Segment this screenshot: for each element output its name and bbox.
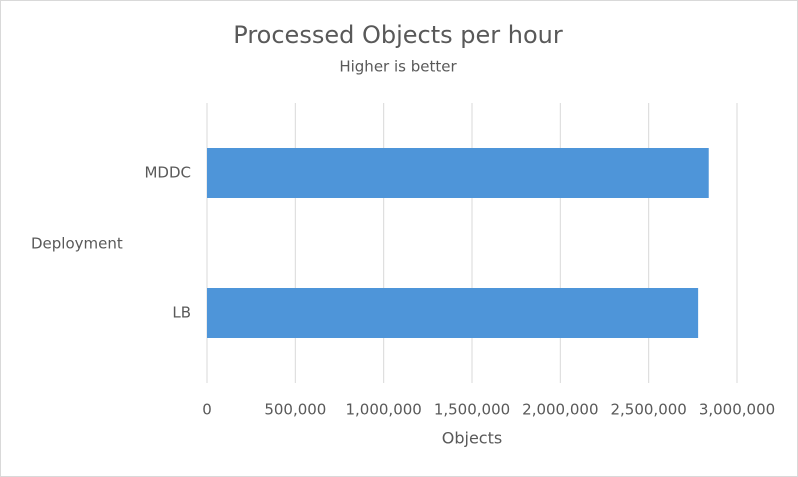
y-axis-label: Deployment	[31, 235, 123, 253]
y-tick-label: MDDC	[144, 164, 191, 182]
x-axis-label: Objects	[442, 429, 502, 448]
x-tick-label: 3,000,000	[699, 401, 775, 419]
bar	[207, 288, 699, 338]
x-tick-label: 2,500,000	[610, 401, 686, 419]
x-tick-label: 1,000,000	[345, 401, 421, 419]
chart-subtitle: Higher is better	[339, 58, 457, 76]
y-tick-label: LB	[172, 304, 191, 322]
x-tick-label: 500,000	[264, 401, 326, 419]
chart-title: Processed Objects per hour	[233, 21, 563, 49]
x-tick-label: 0	[202, 401, 212, 419]
bar	[207, 148, 709, 198]
x-tick-label: 1,500,000	[434, 401, 510, 419]
x-tick-label: 2,000,000	[522, 401, 598, 419]
